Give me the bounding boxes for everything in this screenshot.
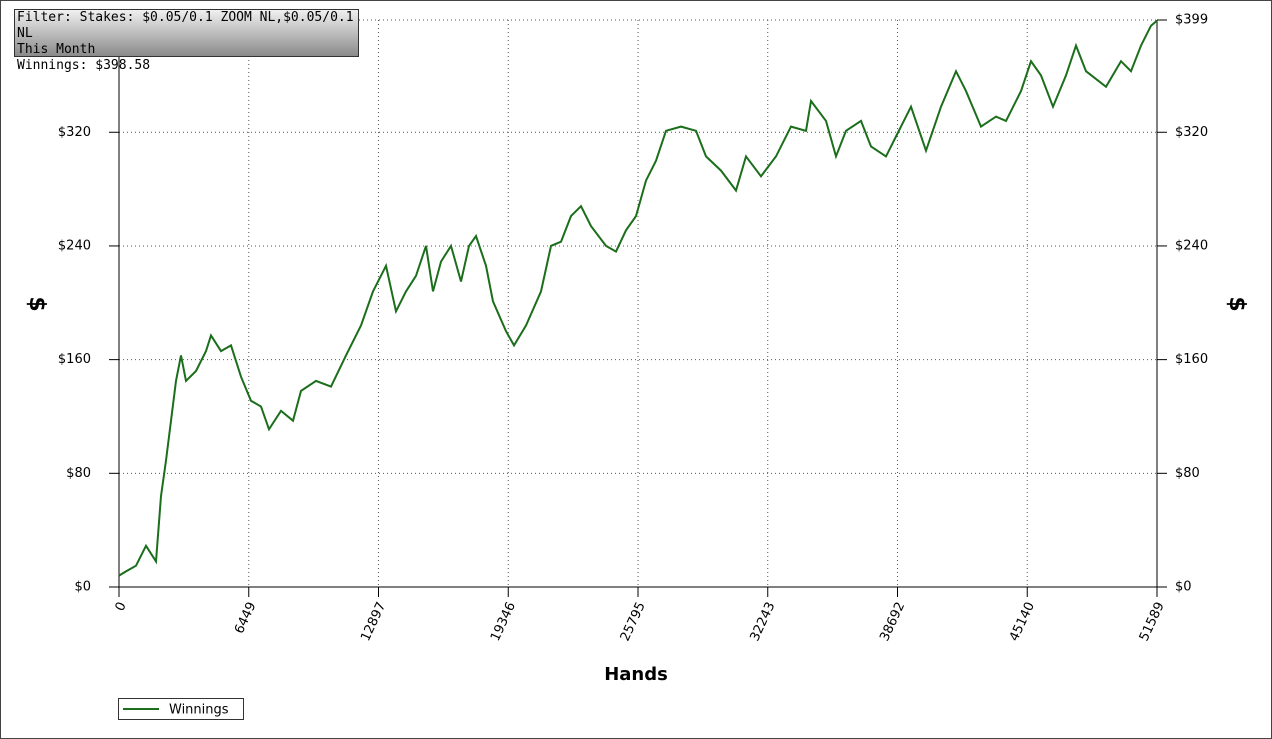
filter-line: Winnings: $398.58 — [17, 58, 151, 73]
y2-tick-label: $320 — [1175, 125, 1208, 140]
x-tick-label: 0 — [113, 600, 130, 614]
y2-tick-label: $80 — [1175, 466, 1200, 481]
filter-line: Filter: Stakes: $0.05/0.1 ZOOM NL,$0.05/… — [17, 10, 354, 41]
y-axis-label: $ — [24, 296, 49, 311]
series-line — [118, 19, 1158, 577]
y-tick-label: $320 — [58, 125, 91, 140]
x-tick-label: 51589 — [1137, 600, 1168, 644]
x-tick-label: 32243 — [747, 600, 778, 644]
x-tick-label: 12897 — [358, 600, 389, 644]
y2-tick-label: $240 — [1175, 238, 1208, 253]
y2-tick-label: $0 — [1175, 580, 1192, 595]
y-tick-label: $240 — [58, 238, 91, 253]
x-tick-label: 6449 — [232, 600, 260, 636]
x-tick-label: 25795 — [618, 600, 649, 644]
y2-tick-label: $399 — [1175, 13, 1208, 28]
x-axis-label: Hands — [604, 664, 668, 685]
x-tick-label: 45140 — [1007, 600, 1038, 644]
y-tick-label: $0 — [74, 580, 91, 595]
legend-svg: Winnings — [123, 703, 229, 718]
filter-box: Filter: Stakes: $0.05/0.1 ZOOM NL,$0.05/… — [14, 9, 359, 73]
legend: Winnings — [118, 698, 244, 720]
x-tick-label: 38692 — [877, 600, 908, 644]
x-tick-label: 19346 — [488, 600, 519, 644]
y2-tick-label: $160 — [1175, 352, 1208, 367]
filter-line: This Month — [17, 42, 96, 57]
y-tick-label: $160 — [58, 352, 91, 367]
legend-label: Winnings — [169, 703, 229, 718]
y-tick-label: $80 — [66, 466, 91, 481]
y2-axis-label: $ — [1224, 296, 1249, 311]
